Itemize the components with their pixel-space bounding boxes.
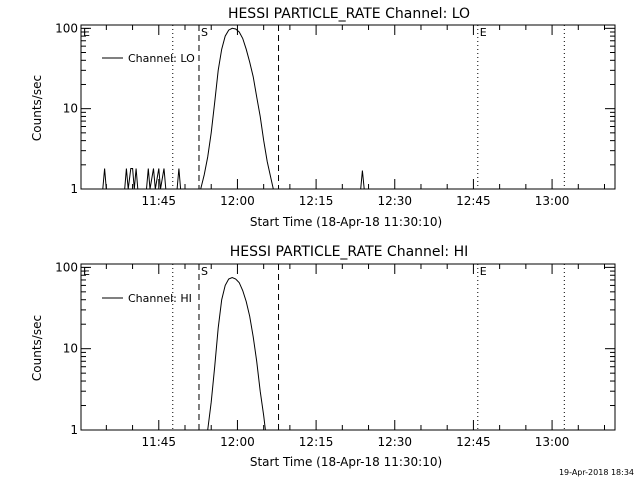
chart-hi-x-tick-label: 12:00 [220,435,255,449]
chart-lo-x-tick-label: 13:00 [535,194,570,208]
chart-lo-plot-frame [80,24,616,190]
chart-lo-series-line [102,27,365,190]
chart-hi-panel: HESSI PARTICLE_RATE Channel: HI Start Ti… [30,244,616,469]
chart-hi-series-line [207,276,266,431]
chart-hi-ylabel: Counts/sec [30,315,44,381]
chart-lo-x-tick-label: 12:30 [377,194,412,208]
chart-hi-x-tick-label: 12:30 [377,435,412,449]
chart-hi-marker-label: E [480,265,487,278]
chart-hi-legend-label: Channel: HI [128,292,192,305]
chart-hi-y-tick-label: 10 [63,342,78,356]
chart-lo-x-tick-label: 12:45 [456,194,491,208]
chart-hi-marker-label: E [83,265,90,278]
plot-timestamp: 19-Apr-2018 18:34 [559,468,634,477]
chart-hi-x-tick-label: 11:45 [141,435,176,449]
chart-lo-x-tick-label: 11:45 [141,194,176,208]
chart-lo-title: HESSI PARTICLE_RATE Channel: LO [228,6,470,22]
chart-lo-y-tick-label: 10 [63,102,78,116]
chart-lo-ylabel: Counts/sec [30,75,44,141]
chart-hi-xlabel: Start Time (18-Apr-18 11:30:10) [250,455,442,469]
chart-lo-x-tick-label: 12:15 [299,194,334,208]
chart-hi-y-tick-label: 1 [70,423,78,437]
chart-lo-marker-label: E [83,26,90,39]
chart-hi-plot-frame [80,263,616,431]
chart-hi-x-tick-label: 12:15 [299,435,334,449]
chart-hi-marker-label: S [201,265,208,278]
chart-hi-title: HESSI PARTICLE_RATE Channel: HI [230,244,468,260]
chart-lo-y-tick-label: 1 [70,182,78,196]
chart-lo-panel: HESSI PARTICLE_RATE Channel: LO Start Ti… [30,6,616,229]
chart-lo-xlabel: Start Time (18-Apr-18 11:30:10) [250,215,442,229]
chart-hi-x-tick-label: 13:00 [535,435,570,449]
chart-lo-legend-label: Channel: LO [128,52,195,65]
chart-lo-x-tick-label: 12:00 [220,194,255,208]
chart-hi-x-tick-label: 12:45 [456,435,491,449]
chart-lo-y-tick-label: 100 [55,21,78,35]
chart-hi-y-tick-label: 100 [55,260,78,274]
chart-lo-marker-label: S [201,26,208,39]
chart-lo-marker-label: E [480,26,487,39]
